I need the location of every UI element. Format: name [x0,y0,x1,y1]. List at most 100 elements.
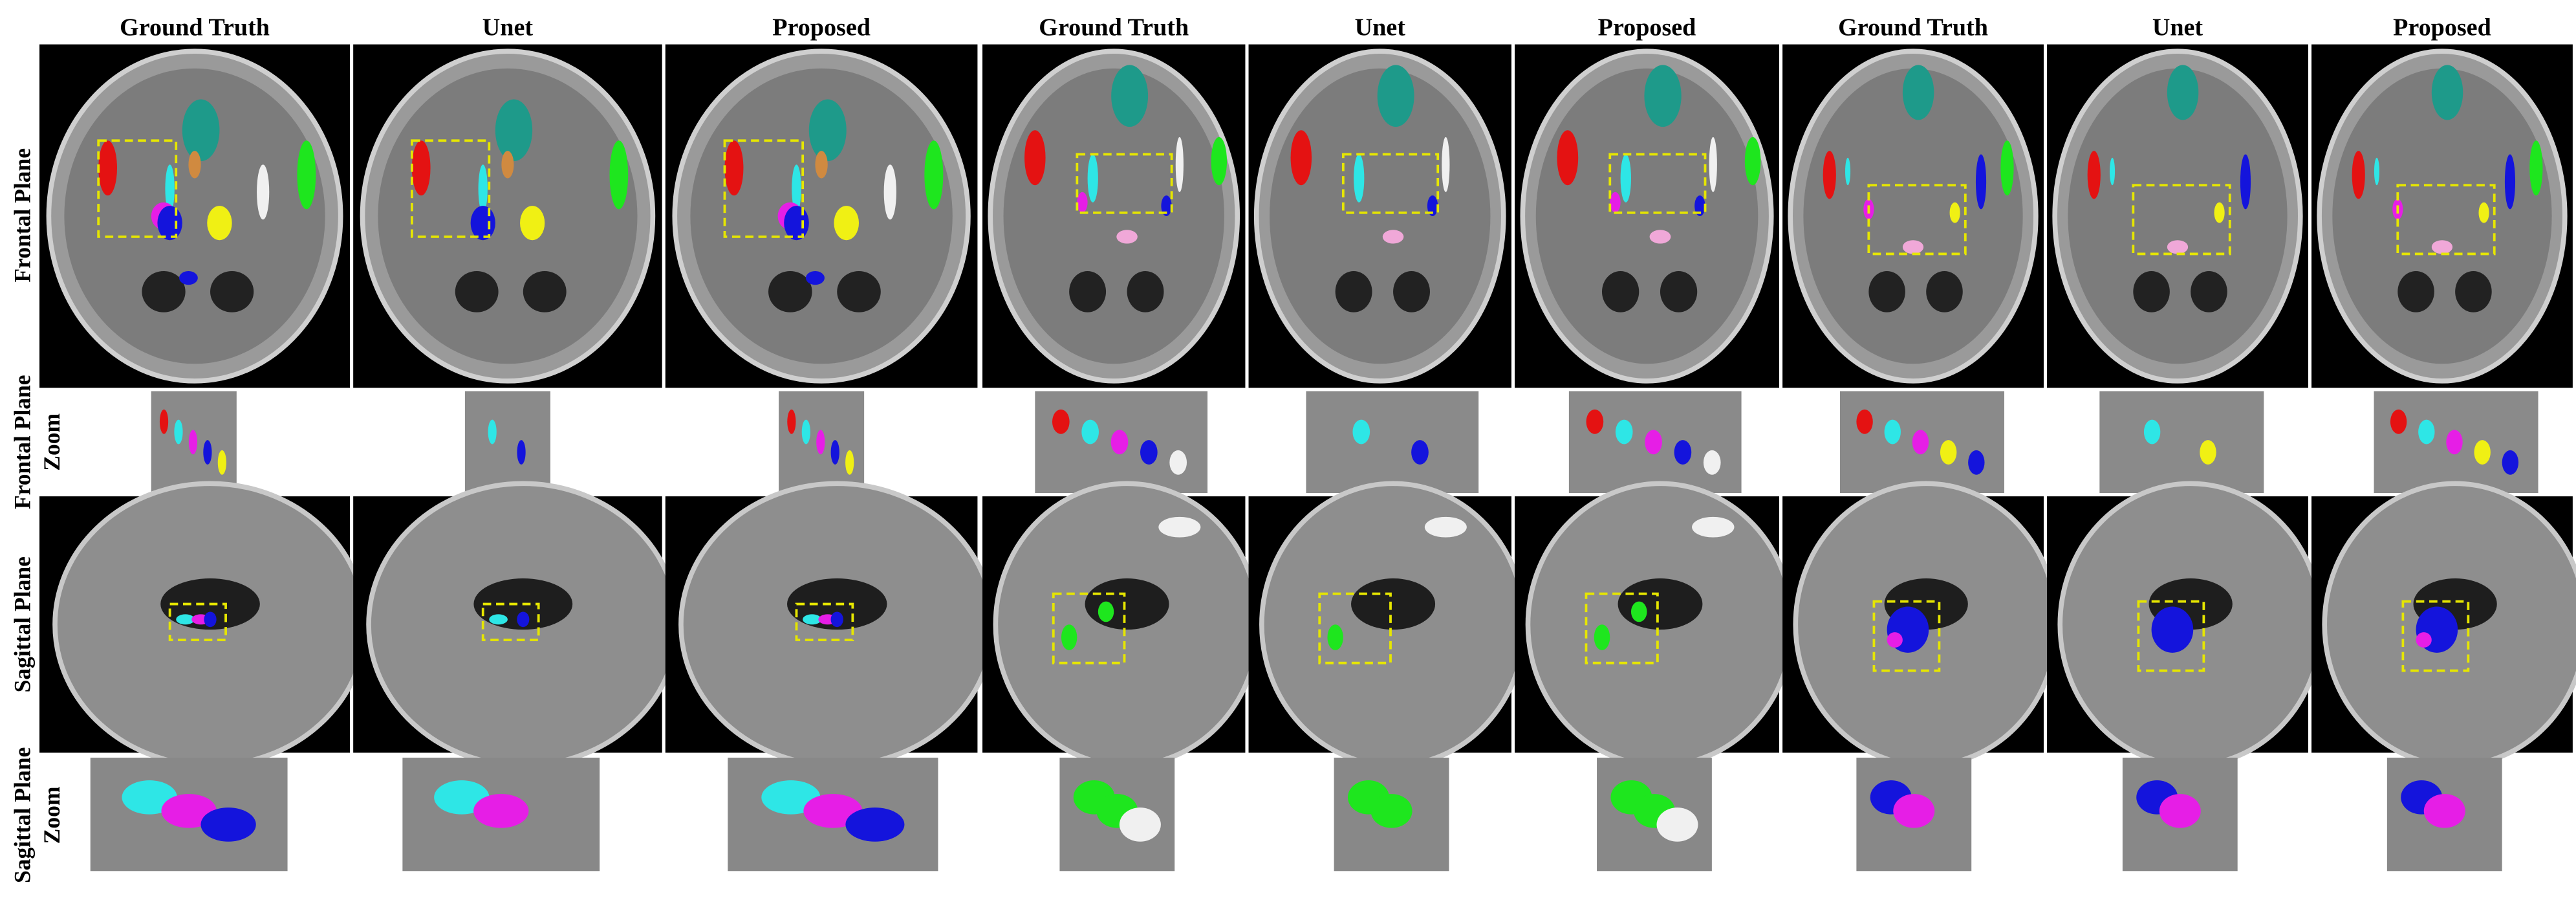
segmentation [1674,440,1692,465]
zoom-box [2132,184,2231,256]
segmentation [1327,624,1343,650]
column-header: Proposed [772,14,871,41]
segmentation [478,164,488,213]
brain [378,68,638,364]
segmentation [179,270,198,285]
segmentation [2423,794,2465,828]
segmentation [808,99,847,162]
segmentation [1061,624,1077,650]
segmentation [1630,601,1647,622]
segmentation [1975,154,1987,210]
segmentation [1370,794,1412,828]
segmentation [803,614,822,625]
ventricle [1127,270,1164,313]
row-label: Frontal Plane [9,148,35,283]
segmentation [830,611,843,628]
segmentation [488,419,497,445]
segmentation [1610,192,1621,213]
segmentation [2109,157,2116,186]
segmentation [1845,157,1851,186]
segmentation [1594,624,1610,650]
ventricle [1085,578,1169,630]
segmentation [1586,409,1604,434]
zoom-box [1052,592,1126,664]
segmentation [1354,154,1365,203]
segmentation [1211,137,1228,186]
ventricle [210,270,254,313]
zoom-box [1867,184,1967,256]
ventricle [2455,270,2492,313]
segmentation [203,440,212,465]
zoom-box [1872,600,1941,672]
segmentation [2418,419,2435,445]
segmentation [2478,202,2489,223]
segmentation [470,206,495,241]
segmentation [815,151,828,179]
segmentation [2151,606,2194,653]
segmentation [2214,202,2225,223]
ventricle [1393,270,1430,313]
segmentation [174,419,183,445]
ventricle [1868,270,1905,313]
segmentation [2446,430,2463,455]
row-label: Sagittal Plane [9,747,35,883]
segmentation [297,140,316,210]
segmentation [1111,65,1149,127]
column-header: Ground Truth [1838,14,1988,41]
segmentation [805,270,825,285]
segmentation [816,430,825,455]
segmentation [1081,419,1099,445]
segmentation [1140,440,1158,465]
row-label: Sagittal Plane [9,556,35,692]
zoom-box [481,602,540,641]
ventricle [1351,578,1436,630]
ventricle [2397,270,2434,313]
segmentation [1052,409,1070,434]
segmentation [257,164,270,220]
ventricle [837,270,881,313]
brain [64,68,325,364]
ventricle [768,270,812,313]
zoom-box [1585,592,1659,664]
ventricle [1660,270,1698,313]
brain [1803,68,2023,364]
segmentation [1823,151,1836,199]
zoom-box [1318,592,1392,664]
segmentation [1615,419,1633,445]
segmentation [2000,140,2014,196]
segmentation [845,807,905,842]
segmentation [1442,137,1450,192]
ventricle [1335,270,1372,313]
zoom-box [795,602,854,641]
segmentation [1382,230,1404,244]
segmentation [517,611,530,628]
segmentation [1427,195,1438,217]
brain [1535,68,1759,364]
segmentation [845,450,854,475]
zoom-frontal [464,391,550,494]
segmentation [834,206,860,241]
segmentation [2087,151,2101,199]
segmentation [1744,137,1761,186]
segmentation [2502,450,2519,475]
segmentation [1620,154,1631,203]
segmentation [1087,154,1098,203]
segmentation [2504,154,2516,210]
ventricle [1926,270,1963,313]
segmentation [1902,240,1924,254]
segmentation [159,409,169,434]
segmentation [473,794,529,828]
segmentation [1169,450,1187,475]
zoom-box [2396,184,2496,256]
zoom-box [2137,600,2205,672]
zoom-box [168,602,227,641]
segmentation [1290,130,1312,186]
segmentation [207,206,232,241]
segmentation [2474,440,2491,465]
ventricle [455,270,499,313]
segmentation [2390,409,2407,434]
ventricle [2191,270,2227,313]
segmentation [1377,65,1414,127]
ventricle [142,270,186,313]
segmentation [1424,516,1467,538]
